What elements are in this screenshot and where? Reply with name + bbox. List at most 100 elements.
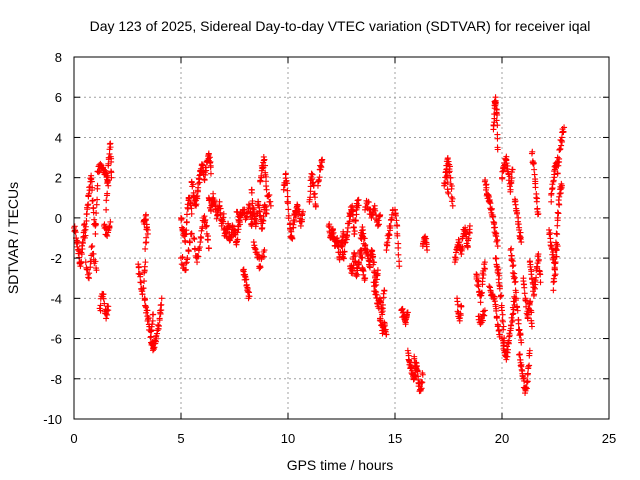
data-point [533,263,540,270]
data-point [493,263,500,270]
data-point [381,287,388,294]
data-point [491,100,498,107]
data-point [309,171,316,178]
data-point [478,289,485,296]
data-point [355,196,362,203]
data-point [383,247,390,254]
data-point [475,283,482,290]
data-point [523,297,530,304]
data-point [555,162,562,169]
data-point [90,250,97,257]
data-point [356,259,363,266]
data-point [441,180,448,187]
data-point [508,322,515,329]
data-point [85,274,92,281]
data-point [329,226,336,233]
data-point [76,254,83,261]
data-point [195,180,202,187]
data-point [354,197,361,204]
data-point [524,311,531,318]
data-point [509,317,516,324]
data-point [528,276,535,283]
data-point [311,190,318,197]
data-point [381,322,388,329]
data-point [499,175,506,182]
data-point [179,254,186,261]
data-point [103,206,110,213]
data-point [528,271,535,278]
data-point [535,210,542,217]
data-point [341,248,348,255]
data-point [240,266,247,273]
data-point [359,254,366,261]
data-point [94,182,101,189]
data-point [371,259,378,266]
data-point [537,279,544,286]
data-point [377,212,384,219]
data-point [250,239,257,246]
data-point [481,307,488,314]
data-point [101,221,108,228]
data-point [363,249,370,256]
data-point [349,265,356,272]
data-point [561,124,568,131]
data-point [104,172,111,179]
data-point [551,272,558,279]
data-point [246,293,253,300]
data-point [516,326,523,333]
data-point [104,177,111,184]
data-point [368,248,375,255]
data-point [190,181,197,188]
data-point [387,222,394,229]
data-point [474,282,481,289]
data-point [506,183,513,190]
data-point [491,224,498,231]
data-point [211,197,218,204]
data-point [394,232,401,239]
data-point [285,212,292,219]
data-point [444,172,451,179]
data-point [192,201,199,208]
data-point [362,275,369,282]
data-point [234,208,241,215]
data-point [81,227,88,234]
data-point [86,270,93,277]
data-point [556,193,563,200]
data-point [385,230,392,237]
data-point [193,201,200,208]
data-point [407,363,414,370]
data-point [319,156,326,163]
data-point [361,235,368,242]
data-point [512,297,519,304]
data-point [108,169,115,176]
data-point [487,200,494,207]
data-point [548,198,555,205]
data-point [499,311,506,318]
data-point [73,237,80,244]
data-point [510,262,517,269]
data-point [395,251,402,258]
data-point [197,239,204,246]
data-point [195,253,202,260]
data-point [548,190,555,197]
data-point [525,365,532,372]
data-point [262,162,269,169]
data-point [558,134,565,141]
data-point [202,216,209,223]
data-point [79,245,86,252]
x-axis-label: GPS time / hours [287,457,394,473]
x-tick-label: 20 [495,431,509,446]
data-point [530,160,537,167]
data-point [97,307,104,314]
data-point [352,252,359,259]
data-point [513,303,520,310]
data-point [527,298,534,305]
data-point [291,218,298,225]
data-point [101,300,108,307]
data-point [143,234,150,241]
data-point [88,178,95,185]
data-point [158,301,165,308]
data-point [473,272,480,279]
data-point [494,267,501,274]
data-point [107,218,114,225]
